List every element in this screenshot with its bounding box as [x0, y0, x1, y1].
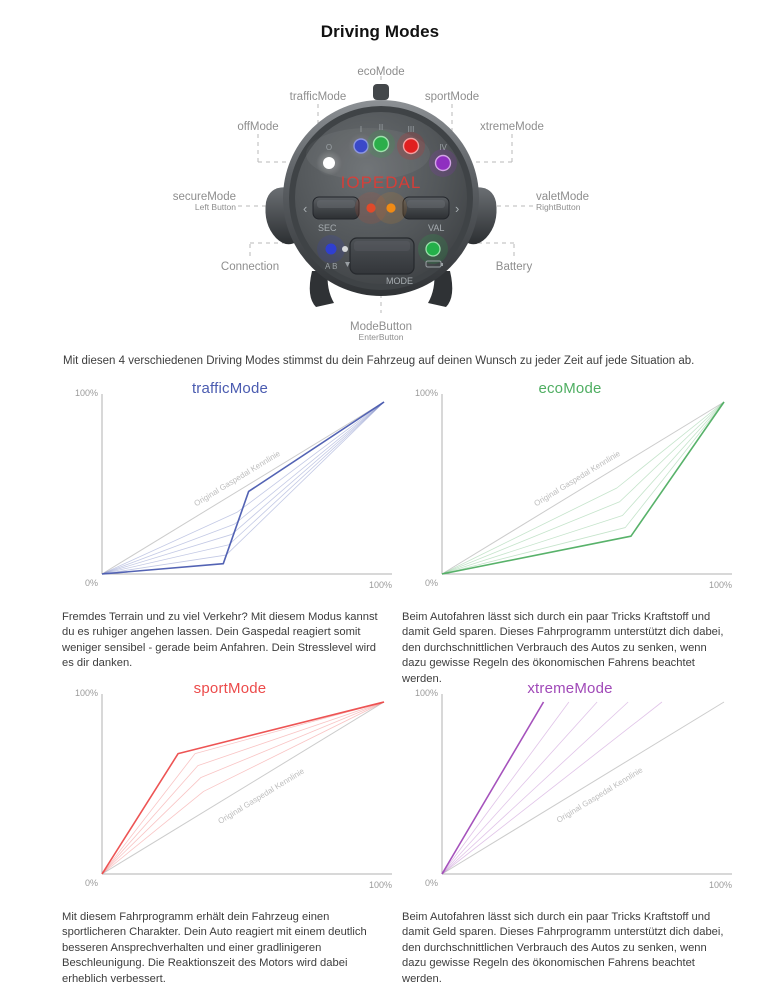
- led-battery: [425, 241, 441, 257]
- svg-text:100%: 100%: [75, 688, 98, 698]
- svg-text:100%: 100%: [709, 880, 732, 890]
- led-connection: [325, 243, 337, 255]
- sec-button[interactable]: [312, 196, 360, 220]
- chart-xtrememode: 100% 0% 100% Original Gaspedal Kennlinie: [402, 676, 738, 908]
- label-sportmode: sportMode: [425, 91, 479, 103]
- silkscreen-numerals: I II III O IV: [326, 123, 448, 152]
- val-button[interactable]: [402, 196, 450, 220]
- svg-text:Original Gaspedal Kennlinie: Original Gaspedal Kennlinie: [555, 765, 645, 825]
- chart-description-xtrememode: Beim Autofahren lässt sich durch ein paa…: [402, 911, 724, 985]
- led-sportmode: [402, 137, 420, 155]
- chart-cell-trafficmode: 100% 0% 100% Original Gaspedal Kennlinie tr…: [62, 376, 398, 672]
- label-securemode: secureMode: [173, 191, 236, 203]
- chart-cell-ecomode: 100% 0% 100% Original Gaspedal Kennlinie ec…: [402, 376, 738, 687]
- led-offmode: [323, 157, 335, 169]
- led-valetmode: [386, 203, 396, 213]
- chart-ecomode: 100% 0% 100% Original Gaspedal Kennlinie: [402, 376, 738, 608]
- svg-text:III: III: [408, 125, 415, 134]
- svg-text:100%: 100%: [369, 880, 392, 890]
- bluetooth-marker-icon: [345, 262, 350, 267]
- silkscreen-ab: A B: [325, 262, 337, 271]
- svg-text:I: I: [360, 125, 362, 134]
- label-modebutton-sub: EnterButton: [359, 332, 404, 342]
- svg-text:O: O: [326, 143, 332, 152]
- label-ecomode: ecoMode: [357, 66, 404, 78]
- chart-description-sportmode: Mit diesem Fahrprogramm erhält dein Fahr…: [62, 911, 367, 985]
- led-securemode: [366, 203, 376, 213]
- chart-cell-sportmode: 100% 0% 100% Original Gaspedal Kennlinie sp…: [62, 676, 398, 987]
- silkscreen-buttons: SEC VAL ‹ ›: [303, 201, 459, 233]
- svg-text:100%: 100%: [415, 688, 438, 698]
- svg-text:IV: IV: [439, 143, 447, 152]
- page-title: Driving Modes: [320, 22, 440, 41]
- svg-text:›: ›: [455, 201, 459, 216]
- label-valetmode: valetMode: [536, 191, 589, 203]
- svg-text:SEC: SEC: [318, 223, 337, 233]
- svg-text:100%: 100%: [75, 388, 98, 398]
- led-connection-secondary: [342, 246, 348, 252]
- svg-text:0%: 0%: [85, 878, 98, 888]
- svg-text:0%: 0%: [425, 578, 438, 588]
- svg-text:0%: 0%: [85, 578, 98, 588]
- label-offmode: offMode: [237, 121, 278, 133]
- led-trafficmode: [353, 138, 369, 154]
- chart-description-trafficmode: Fremdes Terrain und zu viel Verkehr? Mit…: [62, 611, 378, 670]
- label-connection: Connection: [221, 261, 279, 273]
- label-xtrememode: xtremeMode: [480, 121, 544, 133]
- label-battery: Battery: [496, 261, 533, 273]
- silkscreen-mode: MODE: [386, 276, 413, 286]
- label-trafficmode: trafficMode: [290, 91, 347, 103]
- mode-button[interactable]: [349, 237, 415, 275]
- svg-text:0%: 0%: [425, 878, 438, 888]
- led-xtrememode: [434, 154, 452, 172]
- svg-text:II: II: [379, 123, 383, 132]
- svg-text:100%: 100%: [709, 580, 732, 590]
- svg-text:100%: 100%: [369, 580, 392, 590]
- svg-text:VAL: VAL: [428, 223, 444, 233]
- chart-description-ecomode: Beim Autofahren lässt sich durch ein paa…: [402, 611, 724, 685]
- svg-text:100%: 100%: [415, 388, 438, 398]
- chart-trafficmode: 100% 0% 100% Original Gaspedal Kennlinie: [62, 376, 398, 608]
- iopedal-device: I II III O IV IOPEDAL: [265, 84, 497, 307]
- brand-logo: IOPEDAL: [341, 173, 422, 192]
- device-diagram: I II III O IV IOPEDAL: [0, 58, 760, 343]
- svg-text:Original Gaspedal Kennlinie: Original Gaspedal Kennlinie: [533, 449, 623, 509]
- intro-paragraph: Mit diesen 4 verschiedenen Driving Modes…: [63, 355, 695, 367]
- svg-text:‹: ‹: [303, 201, 307, 216]
- led-ecomode: [372, 135, 390, 153]
- label-securemode-sub: Left Button: [195, 202, 236, 212]
- label-modebutton: ModeButton: [350, 321, 412, 333]
- chart-cell-xtrememode: 100% 0% 100% Original Gaspedal Kennlinie xt…: [402, 676, 738, 987]
- callout-labels: ecoMode trafficMode sportMode offMode xt…: [173, 66, 589, 342]
- chart-sportmode: 100% 0% 100% Original Gaspedal Kennlinie: [62, 676, 398, 908]
- label-valetmode-sub: RightButton: [536, 202, 581, 212]
